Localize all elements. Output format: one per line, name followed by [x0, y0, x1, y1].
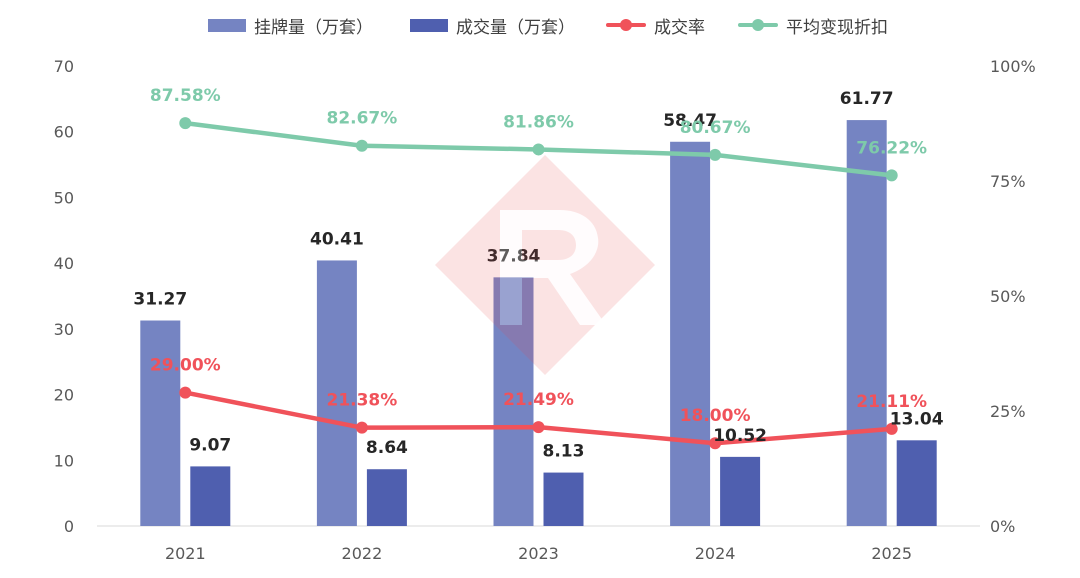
bars-group: [140, 120, 937, 527]
data-label-rate: 21.11%: [856, 392, 927, 412]
y-tick-label: 10: [54, 451, 74, 470]
legend: 挂牌量（万套） 成交量（万套） 成交率 平均变现折扣: [0, 12, 1080, 38]
bar-deal: [543, 472, 584, 526]
bar-deal: [190, 466, 231, 526]
data-label-rate: 18.00%: [680, 406, 751, 426]
data-label-deal: 10.52: [713, 426, 767, 446]
bar-deal: [366, 469, 407, 526]
point-discount: [532, 143, 545, 156]
y-tick-label: 20: [54, 386, 74, 405]
data-label-discount: 87.58%: [150, 86, 221, 106]
point-discount: [355, 139, 368, 152]
bar-listing: [670, 141, 711, 527]
legend-swatch-rate: [606, 18, 646, 32]
legend-label-listing: 挂牌量（万套）: [254, 17, 373, 38]
lines-group: [179, 117, 898, 450]
legend-item-discount: 平均变现折扣: [738, 12, 888, 38]
legend-swatch-listing: [208, 18, 246, 32]
legend-label-rate: 成交率: [654, 17, 705, 38]
legend-swatch-deal: [410, 18, 448, 32]
data-label-discount: 80.67%: [680, 118, 751, 138]
legend-label-discount: 平均变现折扣: [786, 17, 888, 38]
bar-listing: [493, 277, 534, 526]
legend-item-rate: 成交率: [606, 12, 705, 38]
bar-listing: [846, 120, 887, 526]
data-label-listing: 31.27: [133, 290, 187, 310]
data-label-listing: 58.47: [663, 111, 717, 131]
point-rate: [532, 421, 545, 434]
data-label-deal: 8.13: [543, 442, 585, 462]
data-label-discount: 76.22%: [856, 138, 927, 158]
bar-listing: [316, 260, 357, 526]
legend-item-deal: 成交量（万套）: [410, 12, 575, 38]
y2-tick-label: 100%: [990, 57, 1036, 76]
data-label-deal: 13.04: [890, 409, 944, 429]
data-label-listing: 40.41: [310, 229, 364, 249]
data-label-rate: 21.49%: [503, 390, 574, 410]
y2-tick-label: 75%: [990, 172, 1026, 191]
point-discount: [709, 148, 722, 161]
data-label-deal: 8.64: [366, 438, 408, 458]
data-label-discount: 82.67%: [326, 109, 397, 129]
data-label-listing: 61.77: [840, 89, 894, 109]
legend-item-listing: 挂牌量（万套）: [208, 12, 373, 38]
x-tick-label: 2024: [695, 544, 736, 563]
x-tick-label: 2021: [165, 544, 206, 563]
data-label-listing: 37.84: [487, 246, 541, 266]
y-tick-label: 0: [64, 517, 74, 536]
data-label-discount: 81.86%: [503, 112, 574, 132]
data-label-deal: 9.07: [189, 435, 231, 455]
point-rate: [885, 422, 898, 435]
y-tick-label: 60: [54, 123, 74, 142]
point-rate: [179, 386, 192, 399]
legend-swatch-discount: [738, 18, 778, 32]
x-tick-label: 2022: [342, 544, 383, 563]
x-tick-label: 2023: [518, 544, 559, 563]
data-label-rate: 21.38%: [326, 391, 397, 411]
y-tick-label: 30: [54, 320, 74, 339]
data-label-rate: 29.00%: [150, 356, 221, 376]
y-tick-label: 70: [54, 57, 74, 76]
y-tick-label: 50: [54, 188, 74, 207]
bar-deal: [896, 440, 937, 526]
y-tick-label: 40: [54, 254, 74, 273]
bar-listing: [140, 320, 181, 526]
bar-deal: [720, 456, 761, 526]
legend-label-deal: 成交量（万套）: [456, 17, 575, 38]
y2-tick-label: 25%: [990, 402, 1026, 421]
point-rate: [709, 437, 722, 450]
y2-tick-label: 50%: [990, 287, 1026, 306]
point-discount: [179, 117, 192, 130]
x-tick-label: 2025: [871, 544, 912, 563]
point-rate: [355, 421, 368, 434]
data-labels-group: 31.27 9.07 40.41 8.64 37.84 8.13 58.47 10.52 61.…: [133, 86, 943, 461]
point-discount: [885, 169, 898, 182]
y2-tick-label: 0%: [990, 517, 1015, 536]
axes-group: 0 10 20 30 40 50 60 70 0% 25% 50% 75% 100% 2021 2022 20…: [54, 57, 1036, 563]
